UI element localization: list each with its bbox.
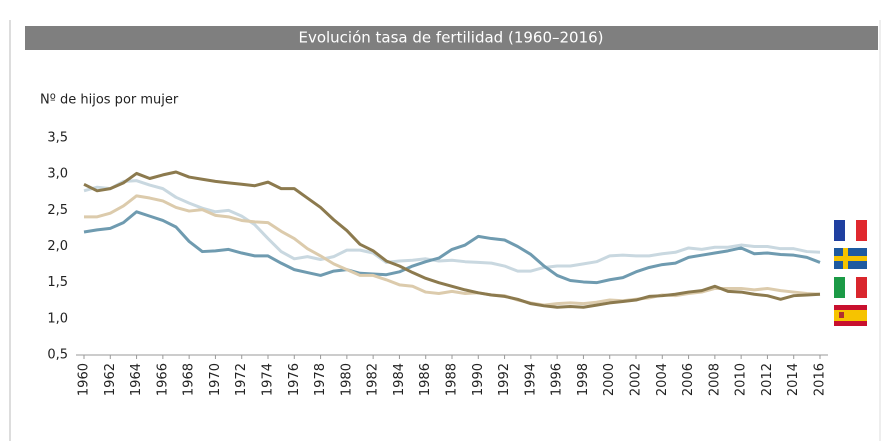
chart-title: Evolución tasa de fertilidad (1960–2016) bbox=[298, 29, 603, 47]
flag-spain bbox=[834, 305, 867, 326]
x-tick-label: 2016 bbox=[813, 363, 828, 396]
x-tick-label: 2010 bbox=[734, 363, 749, 396]
series-line bbox=[83, 170, 821, 309]
x-tick-label: 1990 bbox=[471, 363, 486, 396]
x-tick-label: 2006 bbox=[681, 363, 696, 396]
y-tick-label: 2,5 bbox=[47, 203, 68, 218]
x-tick-label: 1960 bbox=[77, 363, 92, 396]
y-tick-label: 1,0 bbox=[47, 311, 68, 326]
x-tick-label: 2012 bbox=[760, 363, 775, 396]
x-tick-label: 1966 bbox=[155, 363, 170, 396]
series-line bbox=[83, 210, 821, 285]
x-tick-label: 2004 bbox=[655, 363, 670, 396]
x-tick-label: 1964 bbox=[129, 363, 144, 396]
x-tick-label: 1968 bbox=[182, 363, 197, 396]
y-tick-label: 0,5 bbox=[47, 348, 68, 363]
y-tick-label: 1,5 bbox=[47, 275, 68, 290]
x-tick-label: 1974 bbox=[261, 363, 276, 396]
x-tick-label: 2014 bbox=[786, 363, 801, 396]
x-tick-label: 1988 bbox=[445, 363, 460, 396]
x-tick-label: 1980 bbox=[339, 363, 354, 396]
title-bar bbox=[25, 26, 878, 50]
y-tick-label: 3,0 bbox=[47, 167, 68, 182]
x-tick-label: 2000 bbox=[602, 363, 617, 396]
x-tick-label: 1972 bbox=[234, 363, 249, 396]
x-tick-label: 1986 bbox=[418, 363, 433, 396]
x-tick-label: 2002 bbox=[629, 363, 644, 396]
y-tick-label: 3,5 bbox=[47, 131, 68, 146]
x-tick-label: 1976 bbox=[287, 363, 302, 396]
x-tick-label: 1984 bbox=[392, 363, 407, 396]
x-tick-label: 1992 bbox=[497, 363, 512, 396]
flag-italy bbox=[834, 277, 867, 298]
x-tick-label: 1978 bbox=[313, 363, 328, 396]
x-tick-label: 1996 bbox=[550, 363, 565, 396]
x-tick-label: 1970 bbox=[208, 363, 223, 396]
legend bbox=[834, 220, 867, 326]
x-tick-label: 1982 bbox=[366, 363, 381, 396]
flag-france bbox=[834, 220, 867, 241]
x-tick-label: 1998 bbox=[576, 363, 591, 396]
y-axis-label: Nº de hijos por mujer bbox=[40, 93, 179, 108]
x-tick-label: 1994 bbox=[523, 363, 538, 396]
series-line bbox=[83, 179, 821, 273]
x-tick-label: 1962 bbox=[103, 363, 118, 396]
x-tick-label: 2008 bbox=[707, 363, 722, 396]
flag-sweden bbox=[834, 248, 867, 269]
y-tick-label: 2,0 bbox=[47, 239, 68, 254]
